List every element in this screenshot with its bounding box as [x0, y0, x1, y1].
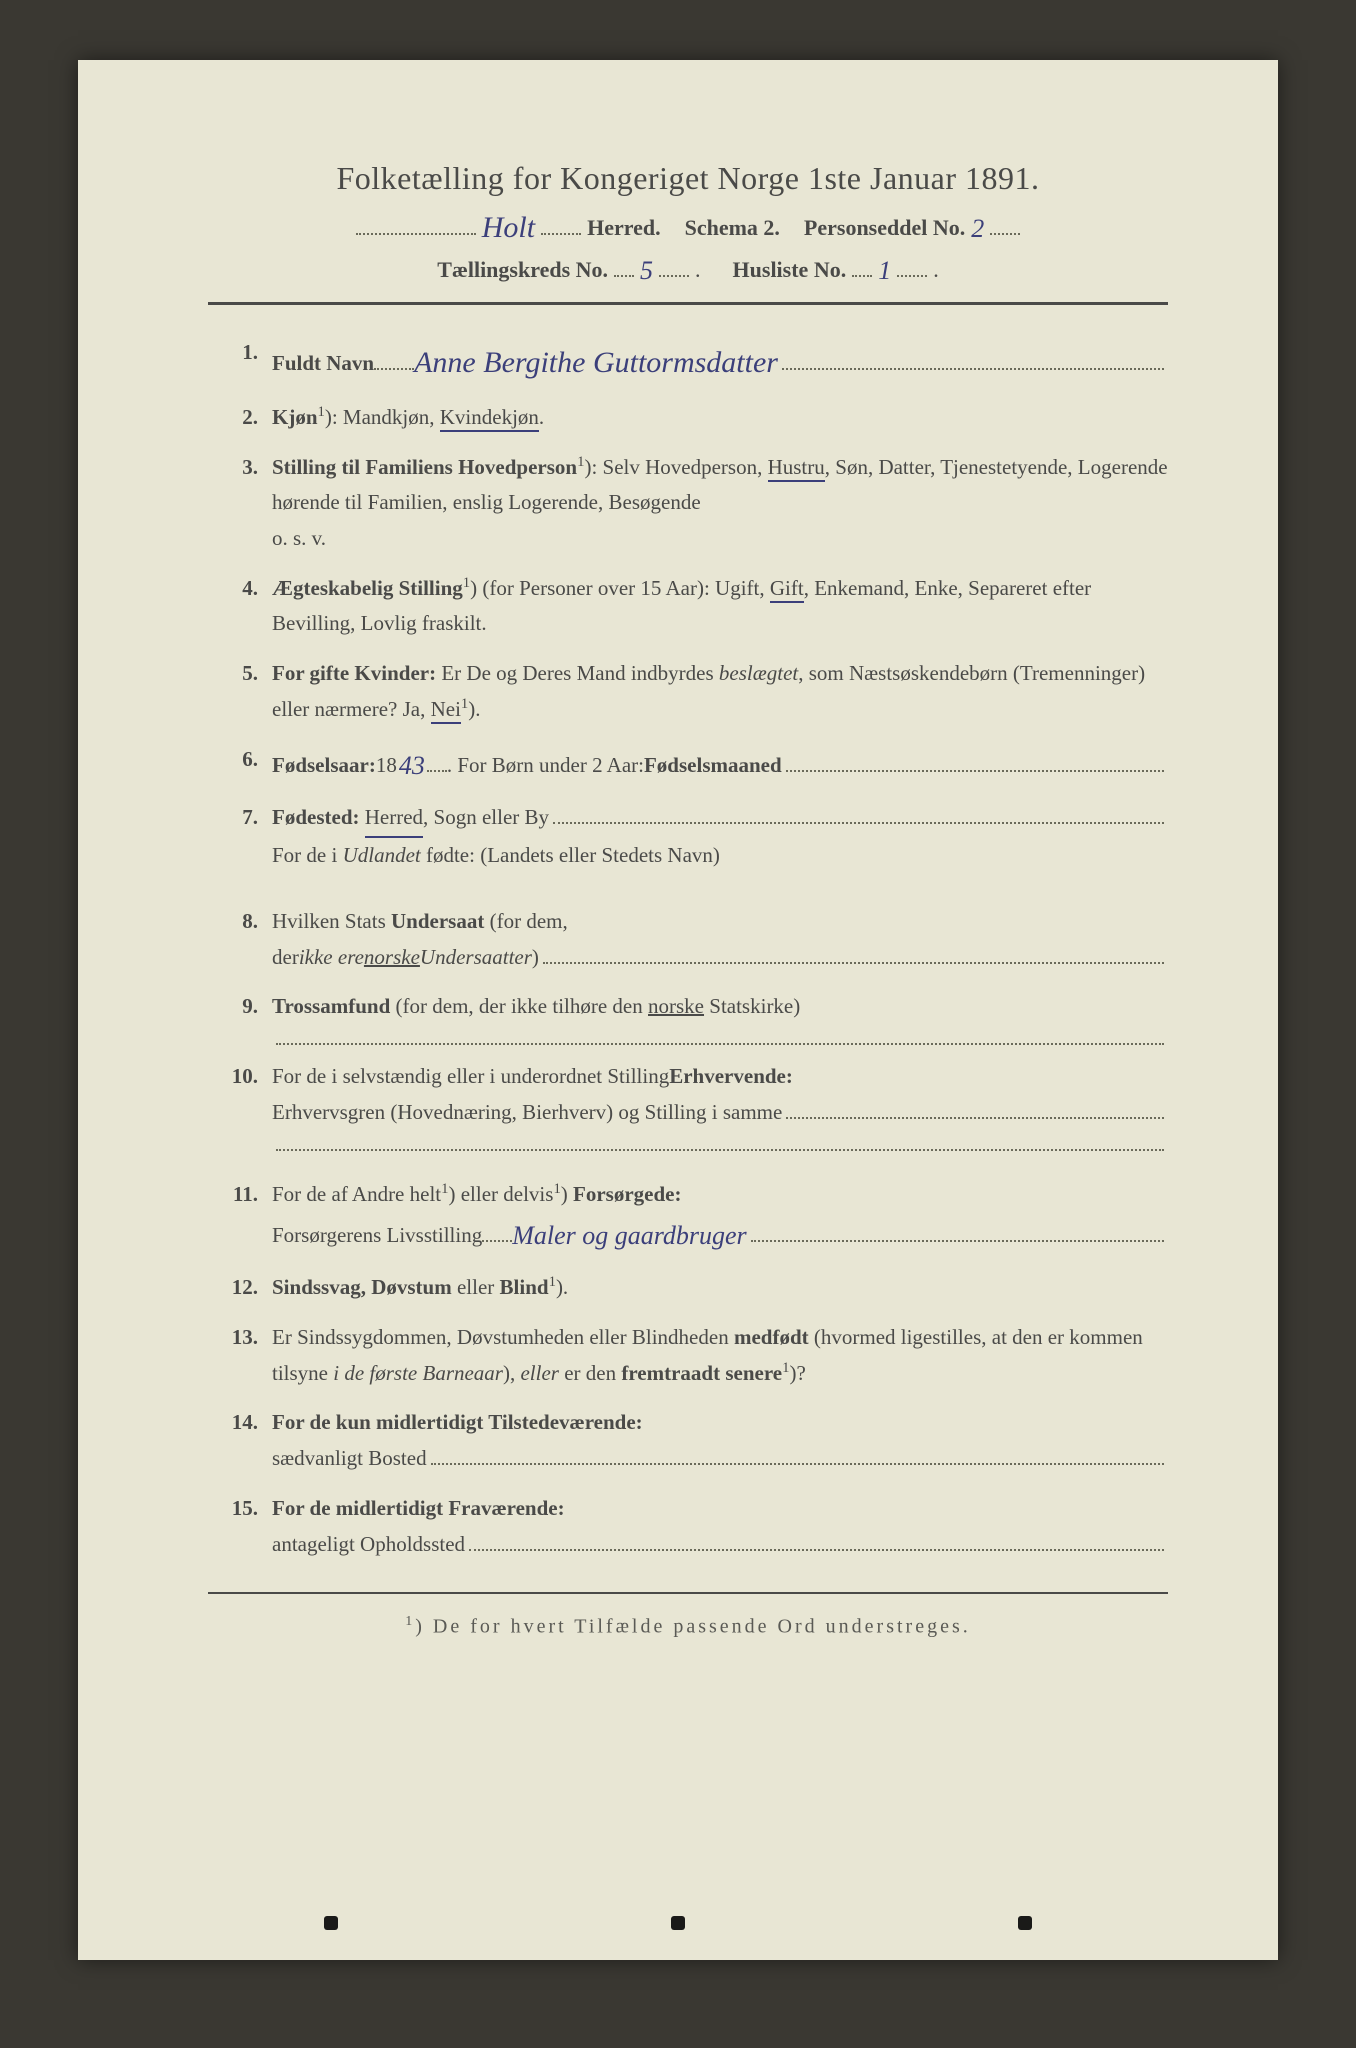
footnote: 1) De for hvert Tilfælde passende Ord un…	[208, 1614, 1168, 1639]
q11-value: Maler og gaardbruger	[512, 1214, 746, 1258]
q2-selected: Kvindekjøn	[440, 405, 539, 432]
kreds-value: 5	[640, 256, 653, 286]
item-3: 3. Stilling til Familiens Hovedperson1):…	[208, 450, 1168, 557]
q1-label: Fuldt Navn	[272, 346, 374, 382]
item-8: 8. Hvilken Stats Undersaat (for dem, der…	[208, 904, 1168, 975]
item-4: 4. Ægteskabelig Stilling1) (for Personer…	[208, 571, 1168, 642]
binding-holes	[78, 1916, 1278, 1930]
q8-label: Undersaat	[391, 909, 484, 933]
item-2: 2. Kjøn1): Mandkjøn, Kvindekjøn.	[208, 400, 1168, 436]
q7-label: Fødested:	[272, 800, 360, 836]
census-form-page: Folketælling for Kongeriget Norge 1ste J…	[78, 60, 1278, 1960]
q1-value: Anne Bergithe Guttormsdatter	[414, 337, 778, 388]
q9-label: Trossamfund	[272, 994, 390, 1018]
item-1: 1. Fuldt Navn Anne Bergithe Guttormsdatt…	[208, 335, 1168, 386]
personseddel-value: 2	[971, 214, 984, 244]
q14-label: For de kun midlertidigt Tilstedeværende:	[272, 1405, 1168, 1441]
husliste-value: 1	[878, 256, 891, 286]
q2-label: Kjøn	[272, 405, 318, 429]
header-row-2: Tællingskreds No. 5 . Husliste No. 1 .	[208, 253, 1168, 284]
item-6: 6. Fødselsaar: 18 43 . For Børn under 2 …	[208, 742, 1168, 786]
hole-icon	[671, 1916, 685, 1930]
q11-label: Forsørgede:	[573, 1182, 681, 1206]
item-11: 11. For de af Andre helt1) eller delvis1…	[208, 1177, 1168, 1257]
schema-label: Schema 2.	[685, 215, 780, 241]
item-13: 13. Er Sindssygdommen, Døvstumheden elle…	[208, 1320, 1168, 1391]
herred-label: Herred.	[587, 215, 661, 241]
hole-icon	[1018, 1916, 1032, 1930]
hole-icon	[324, 1916, 338, 1930]
q3-selected: Hustru	[768, 455, 825, 482]
item-15: 15. For de midlertidigt Fraværende: anta…	[208, 1491, 1168, 1562]
item-10: 10. For de i selvstændig eller i underor…	[208, 1059, 1168, 1150]
q7-selected: Herred	[365, 800, 423, 839]
main-title: Folketælling for Kongeriget Norge 1ste J…	[208, 160, 1168, 197]
herred-value: Holt	[482, 211, 535, 245]
q6-label: Fødselsaar:	[272, 748, 376, 784]
q5-label: For gifte Kvinder:	[272, 661, 436, 685]
husliste-label: Husliste No.	[733, 257, 847, 283]
q5-selected: Nei	[431, 697, 461, 724]
item-9: 9. Trossamfund (for dem, der ikke tilhør…	[208, 989, 1168, 1045]
q13-label: medfødt	[734, 1325, 809, 1349]
item-14: 14. For de kun midlertidigt Tilstedevære…	[208, 1405, 1168, 1476]
kreds-label: Tællingskreds No.	[437, 257, 608, 283]
header-row-1: Holt Herred. Schema 2. Personseddel No. …	[208, 209, 1168, 243]
bottom-divider	[208, 1592, 1168, 1594]
item-5: 5. For gifte Kvinder: Er De og Deres Man…	[208, 656, 1168, 727]
q6-year-value: 43	[399, 744, 425, 788]
item-12: 12. Sindssvag, Døvstum eller Blind1).	[208, 1270, 1168, 1306]
q12-label: Sindssvag, Døvstum	[272, 1275, 452, 1299]
item-7: 7. Fødested: Herred, Sogn eller By For d…	[208, 800, 1168, 874]
q15-label: For de midlertidigt Fraværende:	[272, 1491, 1168, 1527]
q10-label: Erhvervende:	[669, 1059, 793, 1095]
q4-selected: Gift	[770, 576, 804, 603]
q4-label: Ægteskabelig Stilling	[272, 576, 463, 600]
q3-label: Stilling til Familiens Hovedperson	[272, 455, 577, 479]
personseddel-label: Personseddel No.	[804, 215, 965, 241]
top-divider	[208, 302, 1168, 305]
